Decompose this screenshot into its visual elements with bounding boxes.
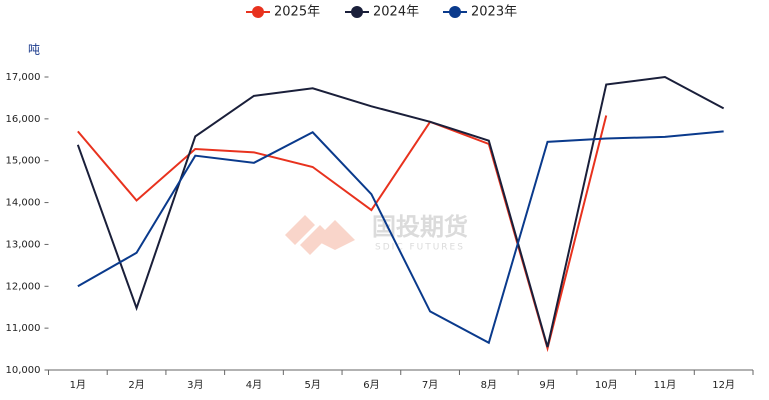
x-tick-label: 12月 [712, 379, 735, 391]
legend-label: 2023年 [471, 5, 517, 20]
watermark-name: 国投期货 [372, 213, 468, 241]
watermark-sub: SDIC FUTURES [375, 243, 465, 253]
y-axis-label: 吨 [28, 43, 40, 57]
x-tick-label: 4月 [246, 379, 262, 391]
y-tick-label: 14,000 [6, 198, 41, 209]
y-tick-label: 12,000 [6, 281, 41, 292]
x-tick-label: 6月 [363, 379, 379, 391]
x-tick-label: 7月 [422, 379, 438, 391]
y-tick-label: 10,000 [6, 365, 41, 376]
x-tick-label: 8月 [481, 379, 497, 391]
legend-label: 2025年 [274, 5, 320, 20]
y-tick-label: 16,000 [6, 114, 41, 125]
y-tick-label: 15,000 [6, 156, 41, 167]
y-tick-label: 17,000 [6, 72, 41, 83]
x-tick-label: 9月 [539, 379, 555, 391]
legend-marker [449, 6, 461, 18]
x-tick-label: 3月 [187, 379, 203, 391]
series-line [77, 130, 724, 345]
legend-marker [252, 6, 264, 18]
y-tick-label: 13,000 [6, 239, 41, 250]
series-line [76, 75, 725, 348]
x-tick-label: 11月 [654, 379, 677, 391]
x-tick-label: 10月 [595, 379, 618, 391]
x-tick-label: 5月 [305, 379, 321, 391]
watermark: 国投期货 SDIC FUTURES [285, 213, 468, 255]
legend-marker [351, 6, 363, 18]
x-tick-label: 1月 [70, 379, 86, 391]
x-tick-label: 2月 [128, 379, 144, 391]
y-tick-label: 11,000 [6, 323, 41, 334]
legend-label: 2024年 [373, 5, 419, 20]
